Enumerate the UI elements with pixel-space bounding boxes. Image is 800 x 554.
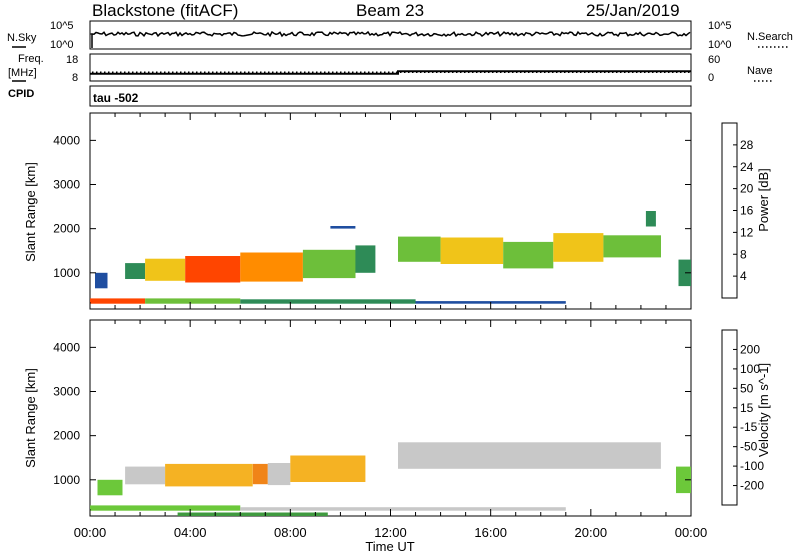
velocity-colorbar-tick-label: 200	[740, 342, 760, 356]
nsearch-tick-top: 10^5	[708, 20, 732, 32]
freq-label: Freq.	[18, 53, 44, 65]
power-axes: 1000 2000 3000 4000	[53, 113, 692, 309]
power-colorbar-tick-label: 8	[740, 247, 747, 261]
echo-band-0-0	[125, 263, 146, 279]
echo-band-0-14	[145, 298, 241, 304]
power-colorbar-tick-label: 28	[740, 138, 754, 152]
velocity-colorbar-tick-label: -15	[740, 420, 758, 434]
velocity-echo-layer	[90, 442, 691, 516]
freq-tick-bottom: 8	[72, 72, 78, 84]
nsky-panel-frame	[89, 20, 692, 50]
echo-band-0-7	[440, 237, 504, 264]
echo-band-1-8	[90, 505, 241, 511]
nsky-tick-top: 10^5	[50, 20, 74, 32]
y-tick-label: 1000	[53, 473, 80, 487]
echo-band-0-13	[90, 298, 146, 304]
freq-unit-label: [MHz]	[8, 67, 37, 79]
power-colorbar: 28 24 20 16 12 8 4	[721, 122, 754, 299]
echo-band-1-3	[267, 463, 291, 486]
y-tick-label: 2000	[53, 429, 80, 443]
y-tick-label: 2000	[53, 222, 80, 236]
velocity-colorbar: 200 100 50 15 -15 -50 -100 -200	[721, 329, 764, 506]
y-tick-label: 4000	[53, 340, 80, 354]
station-title: Blackstone (fitACF)	[92, 1, 238, 20]
echo-band-0-17	[330, 226, 356, 229]
velocity-colorbar-tick-label: -100	[740, 459, 764, 473]
power-colorbar-tick-label: 20	[740, 182, 754, 196]
velocity-colorbar-tick-label: 15	[740, 401, 754, 415]
echo-band-0-1	[145, 258, 186, 281]
echo-band-0-2	[185, 256, 241, 283]
nsearch-tick-bottom: 10^0	[708, 39, 732, 51]
echo-band-0-15	[240, 299, 416, 304]
velocity-panel-frame	[89, 319, 692, 517]
echo-band-0-11	[678, 259, 691, 287]
nave-tick-bottom: 0	[708, 72, 714, 84]
echo-band-1-5	[398, 442, 661, 469]
x-tick-label: 20:00	[575, 525, 608, 540]
power-echo-layer	[90, 211, 691, 304]
power-colorbar-tick-label: 4	[740, 269, 747, 283]
x-tick-label: 00:00	[74, 525, 107, 540]
echo-band-0-5	[355, 245, 376, 273]
power-colorbar-tick-label: 24	[740, 160, 754, 174]
x-tick-label: 04:00	[174, 525, 207, 540]
echo-band-0-12	[95, 272, 108, 289]
power-colorbar-tick-label: 16	[740, 204, 754, 218]
echo-band-1-9	[240, 507, 566, 511]
echo-band-1-0	[125, 466, 166, 485]
power-y-axis-label: Slant Range [km]	[23, 162, 38, 262]
nsearch-label: N.Search	[747, 31, 793, 43]
echo-band-1-4	[290, 455, 366, 482]
velocity-y-axis-label: Slant Range [km]	[23, 368, 38, 468]
echo-band-1-6	[676, 466, 691, 494]
echo-band-1-10	[177, 512, 328, 516]
y-tick-label: 4000	[53, 133, 80, 147]
echo-band-1-1	[165, 463, 253, 487]
echo-band-0-10	[603, 235, 661, 258]
x-tick-label: 16:00	[474, 525, 507, 540]
echo-band-1-2	[252, 463, 268, 485]
freq-tick-top: 18	[66, 54, 78, 66]
tau-label: tau -502	[93, 91, 139, 105]
nsky-tick-bottom: 10^0	[50, 39, 74, 51]
freq-panel-frame	[89, 53, 692, 82]
x-tick-label: 12:00	[374, 525, 407, 540]
velocity-colorbar-label: Velocity [m s^-1]	[756, 363, 771, 457]
cpid-strip-frame	[89, 85, 692, 107]
nave-label: Nave	[747, 65, 773, 77]
x-tick-label: 00:00	[675, 525, 708, 540]
velocity-colorbar-tick-label: -200	[740, 479, 764, 493]
y-tick-label: 3000	[53, 178, 80, 192]
y-tick-label: 1000	[53, 266, 80, 280]
freq-series-line	[90, 70, 691, 75]
x-tick-label: 08:00	[274, 525, 307, 540]
x-axis-label: Time UT	[365, 539, 414, 554]
date-title: 25/Jan/2019	[586, 1, 680, 20]
velocity-colorbar-frame	[721, 329, 738, 506]
power-colorbar-label: Power [dB]	[756, 168, 771, 232]
y-tick-label: 3000	[53, 385, 80, 399]
echo-band-0-9	[553, 233, 604, 262]
echo-band-0-8	[503, 241, 554, 269]
nave-tick-top: 60	[708, 54, 720, 66]
nsky-series-line	[91, 30, 691, 48]
echo-band-1-7	[97, 479, 123, 496]
cpid-label: CPID	[8, 88, 34, 100]
velocity-axes: 1000 2000 3000 4000	[53, 320, 692, 516]
nsky-label: N.Sky	[7, 32, 37, 44]
beam-title: Beam 23	[356, 1, 424, 20]
power-colorbar-tick-label: 12	[740, 225, 754, 239]
echo-band-0-18	[645, 211, 656, 227]
echo-band-0-3	[240, 252, 303, 282]
time-axis-ticks: 00:00 04:00 08:00 12:00 16:00 20:00 00:00	[74, 525, 708, 540]
echo-band-0-6	[398, 236, 441, 262]
velocity-colorbar-tick-label: 50	[740, 381, 754, 395]
velocity-colorbar-tick-label: -50	[740, 440, 758, 454]
velocity-colorbar-tick-label: 100	[740, 362, 760, 376]
echo-band-0-4	[302, 249, 356, 279]
